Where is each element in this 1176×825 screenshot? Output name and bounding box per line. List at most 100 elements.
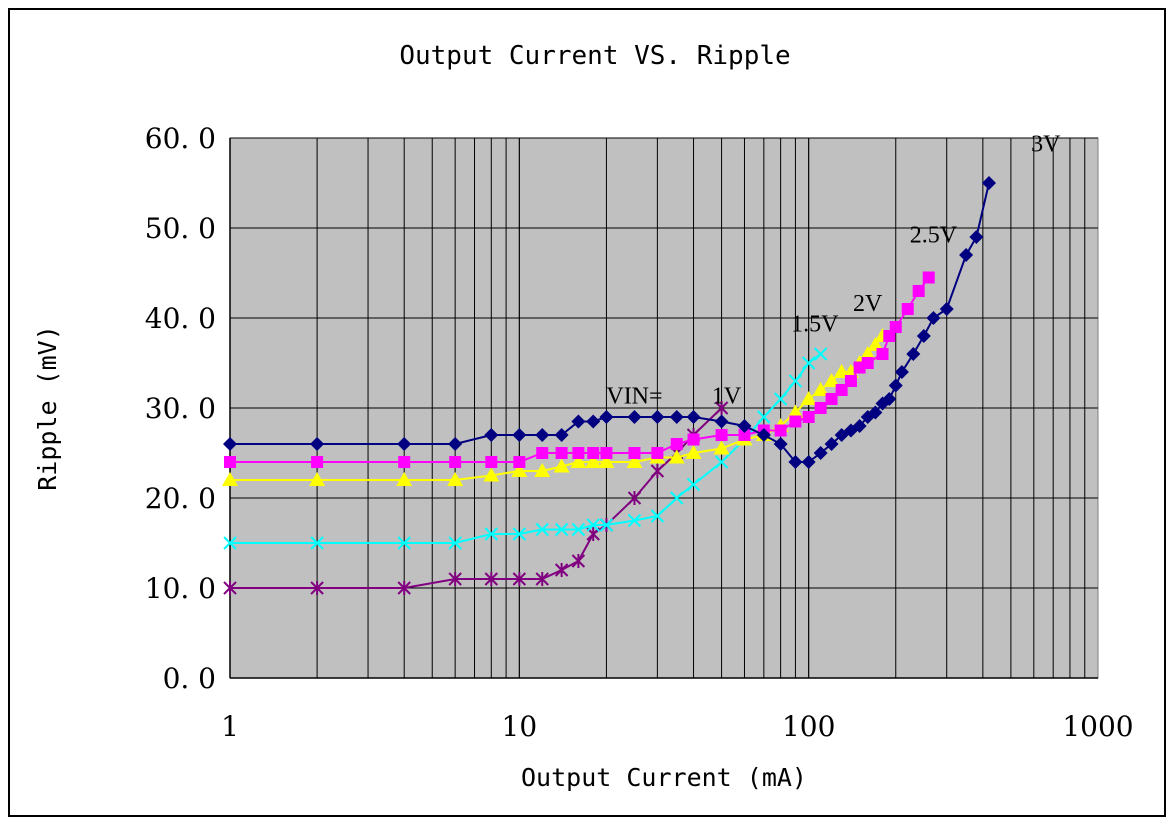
data-point	[397, 581, 411, 595]
data-point	[448, 437, 463, 451]
data-point	[713, 440, 730, 455]
data-point	[309, 472, 326, 486]
data-point	[397, 536, 411, 550]
data-point	[926, 311, 941, 325]
data-point	[553, 458, 570, 473]
data-point	[396, 472, 413, 486]
data-point	[536, 447, 549, 459]
data-point	[852, 419, 867, 433]
annotation-label: 2V	[853, 291, 883, 317]
data-point	[571, 522, 586, 537]
data-point	[800, 391, 817, 405]
data-point	[585, 454, 602, 468]
data-point	[626, 454, 643, 468]
data-point	[310, 581, 324, 595]
series-line	[230, 407, 723, 589]
data-point	[627, 491, 642, 505]
data-point	[570, 454, 587, 468]
data-point	[685, 445, 702, 459]
chart-frame: 0. 0 10. 0 20. 0 30. 0 40. 0 50. 0 60. 0 1 10 100…	[8, 8, 1166, 817]
data-point	[222, 472, 238, 486]
data-point	[825, 393, 838, 405]
data-point	[888, 378, 903, 393]
data-point	[448, 536, 462, 550]
data-point	[882, 392, 897, 406]
series-2	[222, 328, 891, 486]
data-point	[586, 414, 601, 429]
data-point	[959, 248, 974, 262]
data-point	[773, 437, 788, 451]
annotation-label: 1V	[712, 384, 742, 410]
y-tick-label: 0. 0	[163, 662, 216, 695]
tick-labels: 0. 0 10. 0 20. 0 30. 0 40. 0 50. 0 60. 0 1 10 100…	[145, 122, 1134, 743]
data-point	[650, 464, 665, 478]
data-point	[310, 437, 325, 451]
data-point	[485, 456, 498, 468]
data-point	[628, 447, 641, 459]
data-point	[812, 382, 829, 396]
data-point	[737, 419, 752, 433]
data-point	[922, 271, 935, 284]
data-point	[554, 563, 569, 577]
data-point	[571, 554, 586, 568]
data-point	[484, 572, 499, 586]
data-point	[512, 527, 527, 541]
data-point	[814, 402, 827, 414]
data-point	[969, 230, 984, 244]
data-point	[757, 410, 771, 424]
data-point	[587, 447, 600, 459]
y-tick-label: 20. 0	[145, 482, 216, 515]
data-point	[449, 456, 462, 468]
data-point	[823, 373, 840, 387]
series-line	[230, 353, 822, 544]
y-tick-label: 50. 0	[145, 212, 216, 245]
data-point	[571, 414, 586, 429]
data-point	[714, 401, 729, 415]
data-point	[599, 410, 614, 424]
data-point	[844, 375, 857, 387]
data-point	[483, 467, 500, 482]
data-point	[889, 321, 902, 333]
data-point	[555, 447, 568, 459]
data-point	[801, 356, 816, 370]
data-point	[894, 365, 909, 379]
data-point	[788, 455, 803, 469]
data-point	[802, 411, 815, 423]
data-point	[774, 424, 787, 437]
data-point	[669, 410, 684, 424]
data-point	[861, 357, 874, 369]
data-point	[310, 536, 324, 550]
y-tick-label: 10. 0	[145, 572, 216, 605]
x-tick-label: 1	[221, 710, 239, 743]
data-point	[223, 437, 237, 451]
series-4	[223, 401, 729, 595]
data-point	[223, 536, 237, 550]
data-point	[311, 456, 324, 468]
annotation-label: VIN=	[606, 384, 662, 410]
annotations: VIN= 1V 1.5V 2V 2.5V 3V	[606, 132, 1061, 410]
y-tick-label: 30. 0	[145, 392, 216, 425]
data-point	[789, 415, 802, 428]
data-point	[670, 438, 683, 450]
data-point	[788, 374, 803, 388]
chart-title: Output Current VS. Ripple	[399, 41, 790, 71]
data-point	[650, 410, 665, 424]
annotation-label: 1.5V	[791, 312, 839, 338]
data-point	[572, 447, 585, 459]
data-point	[813, 347, 828, 361]
annotation-label: 3V	[1031, 132, 1061, 158]
data-point	[484, 428, 499, 442]
data-point	[714, 414, 729, 429]
data-point	[738, 429, 751, 441]
x-tick-label: 10	[502, 710, 538, 743]
annotation-label: 2.5V	[910, 222, 958, 248]
data-point	[599, 518, 614, 532]
data-point	[398, 456, 411, 468]
data-point	[397, 437, 412, 451]
data-point	[916, 329, 931, 343]
series-layer	[222, 176, 996, 595]
data-point	[773, 392, 788, 406]
data-point	[554, 428, 569, 442]
data-point	[484, 527, 499, 541]
x-tick-label: 1000	[1062, 710, 1133, 743]
